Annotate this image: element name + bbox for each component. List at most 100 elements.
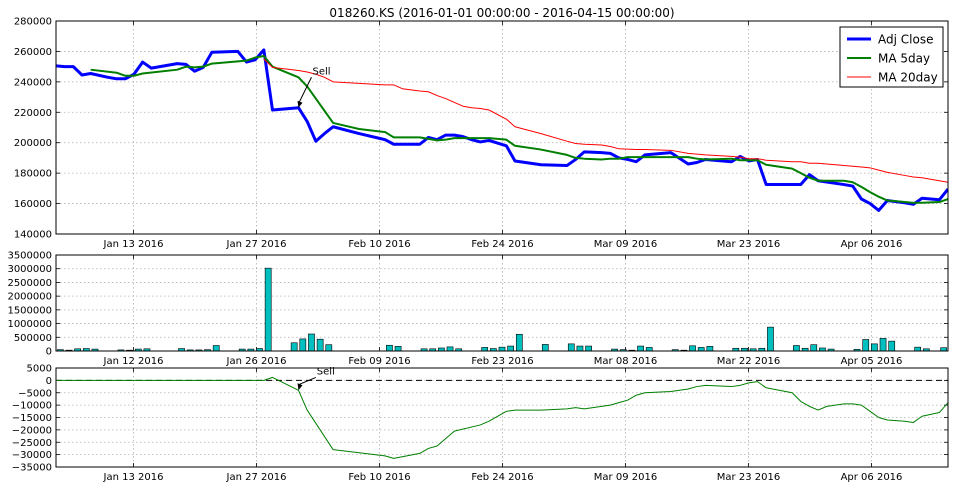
- y-tick-label: 1000000: [7, 319, 52, 330]
- x-tick-label: Apr 06 2016: [841, 472, 903, 483]
- annotation-arrowhead: [297, 383, 303, 391]
- y-tick-label: 220000: [14, 108, 52, 119]
- volume-bar: [316, 338, 324, 351]
- volume-bar: [879, 338, 887, 351]
- plot-frame: [55, 20, 949, 235]
- volume-bar: [195, 349, 203, 351]
- y-tick-label: 140000: [14, 230, 52, 241]
- y-tick-label: 0: [46, 376, 52, 387]
- volume-bar: [143, 348, 151, 351]
- y-tick-label: 240000: [14, 77, 52, 88]
- volume-bar: [117, 349, 125, 351]
- x-tick-label: Feb 09 2016: [348, 356, 410, 367]
- annotation-label: Sell: [312, 66, 330, 77]
- y-tick-label: −25000: [12, 438, 52, 449]
- volume-bar: [74, 348, 82, 351]
- plot-area: [56, 368, 948, 467]
- y-tick-label: 280000: [14, 17, 52, 28]
- x-tick-label: Mar 23 2016: [717, 472, 780, 483]
- x-tick-label: Mar 23 2016: [717, 239, 780, 250]
- volume-bar: [888, 340, 896, 351]
- volume-bar: [264, 267, 272, 351]
- y-tick-label: 200000: [14, 138, 52, 149]
- annotation-arrowhead: [297, 100, 303, 108]
- series-line-position: [56, 376, 948, 459]
- volume-bar: [515, 333, 523, 351]
- plot-marks: [56, 376, 948, 459]
- annotation-arrow: [299, 77, 312, 102]
- volume-bar: [455, 348, 463, 351]
- legend: Adj Close MA 5day MA 20day: [839, 26, 944, 88]
- volume-bar: [325, 344, 333, 351]
- volume-bar: [446, 346, 454, 351]
- volume-bar: [420, 348, 428, 351]
- volume-bar: [576, 345, 584, 351]
- y-tick-label: −35000: [12, 463, 52, 474]
- volume-bar: [914, 346, 922, 351]
- series-line-ma5: [90, 54, 948, 204]
- volume-bar: [697, 347, 705, 351]
- x-tick-label: Feb 10 2016: [348, 472, 410, 483]
- x-tick-label: Apr 05 2016: [841, 356, 903, 367]
- series-line-ma20: [263, 58, 948, 183]
- volume-bar: [749, 348, 757, 351]
- legend-label-adj_close: Adj Close: [878, 33, 933, 47]
- volume-bar: [308, 333, 315, 351]
- volume-bar: [394, 346, 402, 351]
- volume-bar: [429, 348, 437, 351]
- x-tick-label: Feb 24 2016: [471, 472, 533, 483]
- plot-marks: [56, 48, 948, 212]
- y-tick-label: 180000: [14, 169, 52, 180]
- y-tick-label: −30000: [12, 450, 52, 461]
- y-tick-label: 260000: [14, 47, 52, 58]
- volume-bar: [637, 345, 644, 351]
- volume-bar: [386, 344, 393, 351]
- y-tick-label: 5000: [27, 364, 52, 375]
- volume-bar: [299, 338, 307, 351]
- x-tick-label: Feb 23 2016: [471, 356, 533, 367]
- volume-bar: [541, 344, 549, 351]
- y-tick-label: 500000: [14, 333, 52, 344]
- volume-bar: [862, 339, 870, 351]
- volume-bar: [256, 348, 263, 351]
- volume-bar: [645, 347, 653, 351]
- x-tick-label: Jan 27 2016: [226, 239, 287, 250]
- annotation-label: Sell: [317, 366, 335, 377]
- y-tick-label: 160000: [14, 199, 52, 210]
- position-panel: Jan 13 2016 Jan 27 2016 Feb 10 2016 Feb 24 …: [12, 364, 949, 483]
- volume-bar: [871, 343, 878, 351]
- y-tick-label: 1500000: [7, 305, 52, 316]
- volume-bar: [290, 342, 298, 351]
- volume-panel: Jan 12 2016 Jan 26 2016 Feb 09 2016 Feb 23 …: [7, 251, 949, 367]
- x-tick-label: Apr 06 2016: [841, 239, 903, 250]
- volume-bar: [212, 345, 220, 351]
- y-tick-label: −20000: [12, 425, 52, 436]
- y-tick-label: 2500000: [7, 278, 52, 289]
- plot-area: [56, 21, 948, 234]
- x-tick-label: Mar 22 2016: [717, 356, 780, 367]
- y-tick-label: 0: [46, 347, 52, 358]
- plot-frame: [55, 254, 949, 352]
- volume-bar: [178, 348, 185, 351]
- x-tick-label: Mar 08 2016: [594, 356, 657, 367]
- volume-bar: [507, 345, 515, 351]
- volume-bar: [82, 348, 90, 351]
- chart-title: 018260.KS (2016-01-01 00:00:00 - 2016-04…: [329, 6, 674, 20]
- y-tick-label: −15000: [12, 413, 52, 424]
- volume-bar: [567, 343, 575, 351]
- volume-bar: [706, 346, 714, 351]
- annotation-arrow: [299, 376, 316, 385]
- x-tick-label: Jan 13 2016: [103, 472, 164, 483]
- x-tick-label: Feb 10 2016: [348, 239, 410, 250]
- volume-bar: [793, 345, 800, 351]
- legend-label-ma5: MA 5day: [878, 52, 930, 66]
- x-tick-label: Mar 09 2016: [594, 472, 657, 483]
- x-tick-label: Jan 12 2016: [103, 356, 164, 367]
- volume-bar: [498, 346, 506, 351]
- x-tick-label: Jan 13 2016: [103, 239, 164, 250]
- y-tick-label: 3000000: [7, 264, 52, 275]
- volume-bar: [689, 345, 696, 351]
- price-panel: Jan 13 2016 Jan 27 2016 Feb 10 2016 Feb 24 …: [14, 17, 949, 250]
- volume-bar: [922, 348, 930, 351]
